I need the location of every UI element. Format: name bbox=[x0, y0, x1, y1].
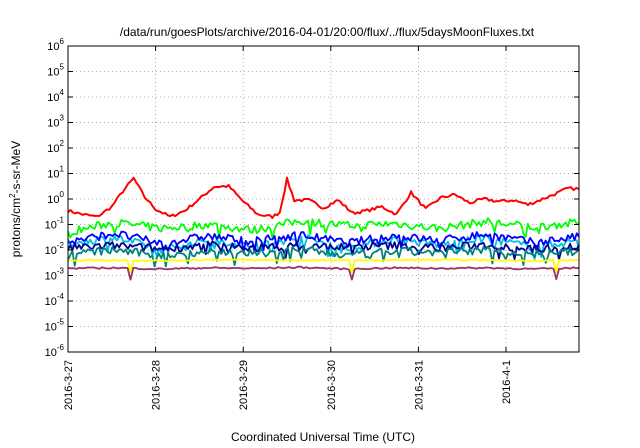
series-line-1 bbox=[67, 176, 580, 219]
y-tick-label: 10-3 bbox=[45, 267, 65, 283]
series-line-5 bbox=[67, 240, 580, 261]
series-line-4 bbox=[67, 230, 580, 254]
y-tick-label: 102 bbox=[47, 139, 64, 155]
y-axis-label: protons/cm2-s-sr-MeV bbox=[8, 141, 23, 257]
y-tick-label: 104 bbox=[47, 88, 64, 104]
y-tick-label: 101 bbox=[47, 165, 64, 181]
series-line-7 bbox=[67, 258, 580, 274]
y-tick-label: 10-6 bbox=[45, 343, 65, 359]
y-tick-label: 100 bbox=[47, 190, 64, 206]
x-tick-label: 2016-3-29 bbox=[238, 360, 250, 410]
x-tick-label: 2016-3-28 bbox=[151, 360, 163, 410]
x-axis-label: Coordinated Universal Time (UTC) bbox=[231, 430, 415, 444]
y-tick-label: 105 bbox=[47, 63, 64, 79]
y-tick-label: 10-5 bbox=[45, 318, 65, 334]
y-tick-label: 10-4 bbox=[45, 292, 65, 308]
x-tick-label: 2016-4-1 bbox=[501, 360, 513, 404]
y-tick-label: 106 bbox=[47, 37, 64, 53]
y-tick-label: 103 bbox=[47, 114, 64, 130]
x-axis-ticks: 2016-3-27 2016-3-28 2016-3-29 2016-3-30 2016… bbox=[63, 46, 513, 410]
grid bbox=[68, 46, 579, 352]
y-tick-label: 10-2 bbox=[45, 241, 65, 257]
chart-title: /data/run/goesPlots/archive/2016-04-01/2… bbox=[120, 25, 535, 39]
series-group bbox=[67, 176, 580, 281]
series-line-6 bbox=[67, 245, 580, 268]
x-tick-label: 2016-3-31 bbox=[413, 360, 425, 410]
y-tick-label: 10-1 bbox=[45, 216, 65, 232]
y-axis-ticks: 10-6 10-5 10-4 10-3 10-2 10-1 100 101 102 103 104 1… bbox=[45, 37, 579, 359]
x-tick-label: 2016-3-30 bbox=[326, 360, 338, 410]
series-line-8 bbox=[67, 265, 580, 281]
series-line-2 bbox=[67, 217, 580, 239]
x-tick-label: 2016-3-27 bbox=[63, 360, 75, 410]
